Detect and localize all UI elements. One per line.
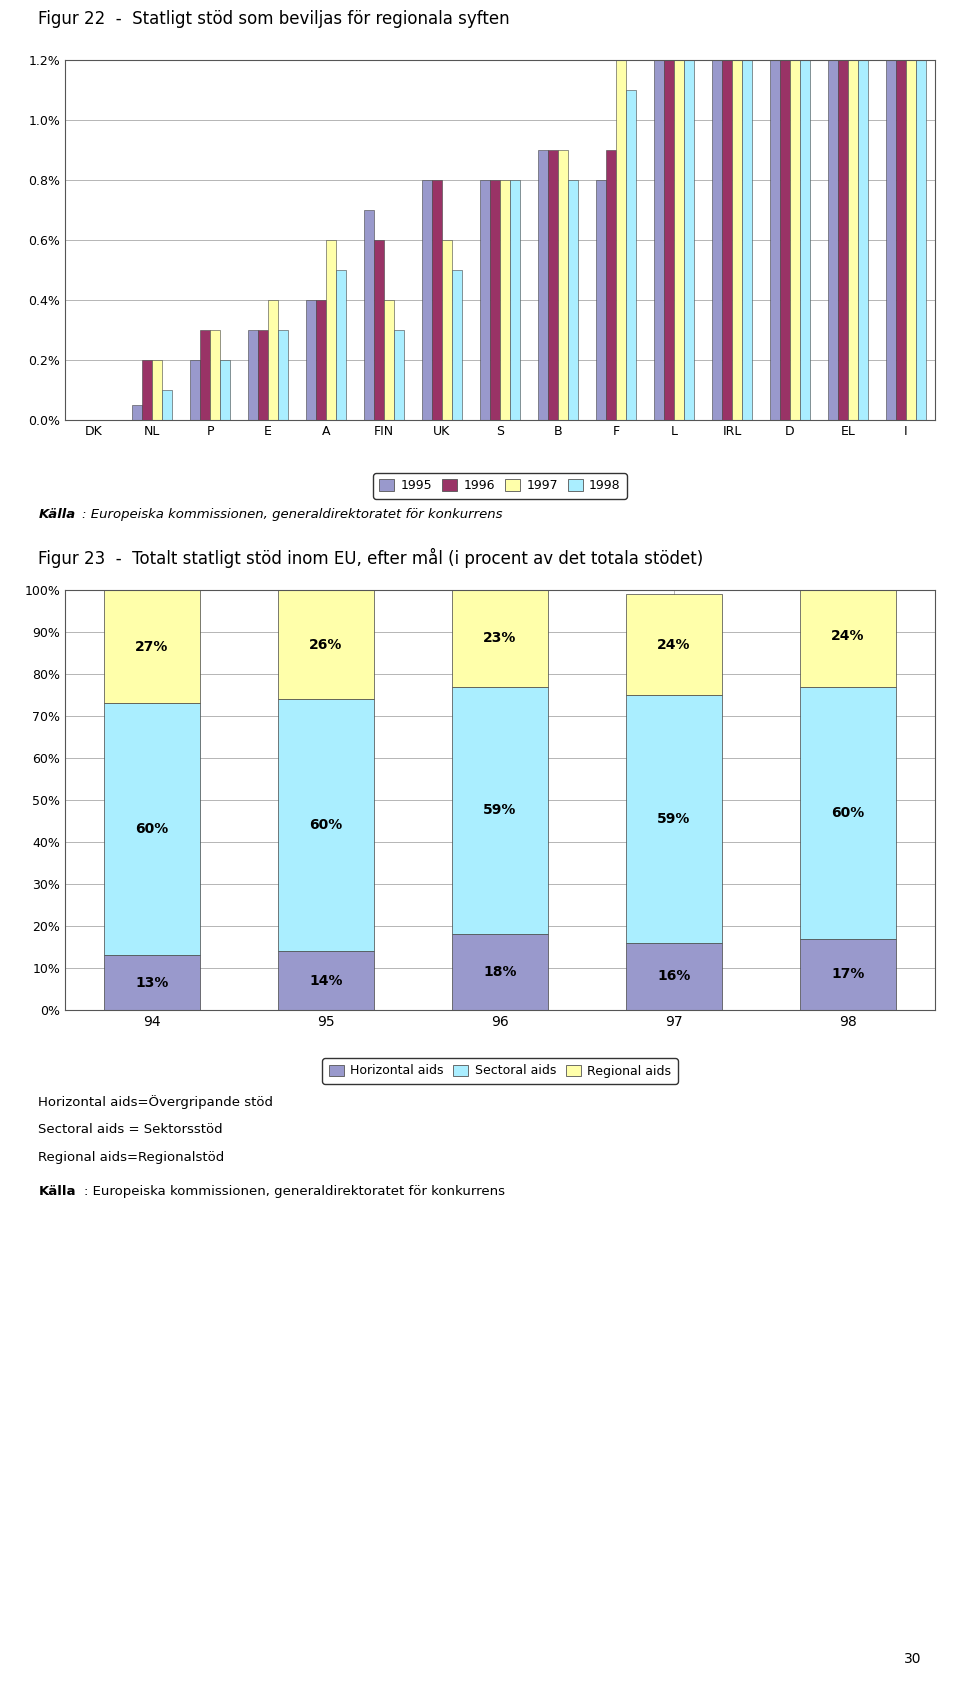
- Bar: [258, 330, 268, 420]
- Bar: [277, 330, 288, 420]
- Text: 17%: 17%: [831, 968, 865, 981]
- Text: 18%: 18%: [483, 964, 516, 980]
- Bar: [152, 361, 162, 420]
- Text: Sectoral aids = Sektorsstöd: Sectoral aids = Sektorsstöd: [38, 1123, 223, 1136]
- Text: 59%: 59%: [483, 804, 516, 818]
- Bar: [190, 361, 200, 420]
- Text: Regional aids=Regionalstöd: Regional aids=Regionalstöd: [38, 1152, 225, 1163]
- Bar: [664, 0, 674, 420]
- Bar: [780, 0, 790, 420]
- Bar: [684, 30, 694, 420]
- Text: 26%: 26%: [309, 637, 343, 651]
- Bar: [626, 593, 722, 695]
- Bar: [800, 0, 809, 420]
- Text: 14%: 14%: [309, 973, 343, 988]
- Text: 27%: 27%: [135, 639, 169, 654]
- Bar: [906, 0, 916, 420]
- Bar: [712, 0, 722, 420]
- Bar: [210, 330, 220, 420]
- Bar: [336, 270, 346, 420]
- Text: 60%: 60%: [135, 823, 169, 836]
- Text: Horizontal aids=Övergripande stöd: Horizontal aids=Övergripande stöd: [38, 1094, 274, 1109]
- Bar: [626, 942, 722, 1010]
- Bar: [384, 300, 394, 420]
- Bar: [220, 361, 229, 420]
- Text: Figur 22  -  Statligt stöd som beviljas för regionala syften: Figur 22 - Statligt stöd som beviljas fö…: [38, 10, 510, 29]
- Bar: [800, 686, 896, 939]
- Text: Källa: Källa: [38, 1185, 76, 1197]
- Bar: [278, 590, 373, 700]
- Bar: [896, 0, 906, 420]
- Bar: [442, 239, 452, 420]
- Text: 13%: 13%: [135, 976, 169, 990]
- Bar: [916, 0, 925, 420]
- Bar: [626, 695, 722, 942]
- Text: Figur 23  -  Totalt statligt stöd inom EU, efter mål (i procent av det totala st: Figur 23 - Totalt statligt stöd inom EU,…: [38, 548, 704, 568]
- Bar: [800, 939, 896, 1010]
- Bar: [742, 0, 752, 420]
- Legend: 1995, 1996, 1997, 1998: 1995, 1996, 1997, 1998: [373, 474, 627, 499]
- Bar: [606, 150, 616, 420]
- Bar: [491, 180, 500, 420]
- Bar: [790, 0, 800, 420]
- Bar: [568, 180, 578, 420]
- Bar: [394, 330, 404, 420]
- Bar: [838, 0, 848, 420]
- Bar: [626, 89, 636, 420]
- Text: 24%: 24%: [831, 629, 865, 642]
- Bar: [268, 300, 277, 420]
- Text: Källa: Källa: [38, 507, 76, 521]
- Bar: [510, 180, 519, 420]
- Text: 23%: 23%: [483, 631, 516, 646]
- Bar: [326, 239, 336, 420]
- Bar: [886, 0, 896, 420]
- Bar: [558, 150, 568, 420]
- Bar: [132, 405, 142, 420]
- Bar: [142, 361, 152, 420]
- Bar: [278, 951, 373, 1010]
- Bar: [858, 0, 868, 420]
- Bar: [364, 211, 374, 420]
- Text: : Europeiska kommissionen, generaldirektoratet för konkurrens: : Europeiska kommissionen, generaldirekt…: [82, 507, 502, 521]
- Bar: [374, 239, 384, 420]
- Bar: [539, 150, 548, 420]
- Text: 59%: 59%: [658, 813, 690, 826]
- Text: : Europeiska kommissionen, generaldirektoratet för konkurrens: : Europeiska kommissionen, generaldirekt…: [84, 1185, 506, 1197]
- Bar: [452, 686, 548, 934]
- Bar: [828, 0, 838, 420]
- Text: 16%: 16%: [658, 969, 690, 983]
- Bar: [480, 180, 491, 420]
- Bar: [104, 956, 200, 1010]
- Bar: [422, 180, 432, 420]
- Bar: [452, 590, 548, 686]
- Bar: [432, 180, 442, 420]
- Bar: [306, 300, 316, 420]
- Bar: [655, 0, 664, 420]
- Bar: [162, 389, 172, 420]
- Text: 60%: 60%: [309, 818, 343, 833]
- Bar: [104, 590, 200, 703]
- Bar: [616, 30, 626, 420]
- Bar: [278, 700, 373, 951]
- Bar: [848, 0, 858, 420]
- Bar: [732, 0, 742, 420]
- Legend: Horizontal aids, Sectoral aids, Regional aids: Horizontal aids, Sectoral aids, Regional…: [323, 1059, 678, 1084]
- Bar: [452, 934, 548, 1010]
- Bar: [316, 300, 326, 420]
- Text: 30: 30: [904, 1652, 922, 1666]
- Bar: [674, 0, 684, 420]
- Bar: [548, 150, 558, 420]
- Text: 24%: 24%: [658, 637, 691, 651]
- Bar: [770, 0, 780, 420]
- Bar: [500, 180, 510, 420]
- Bar: [200, 330, 210, 420]
- Bar: [596, 180, 606, 420]
- Text: 60%: 60%: [831, 806, 865, 819]
- Bar: [452, 270, 462, 420]
- Bar: [104, 703, 200, 956]
- Bar: [722, 0, 732, 420]
- Bar: [249, 330, 258, 420]
- Bar: [800, 585, 896, 686]
